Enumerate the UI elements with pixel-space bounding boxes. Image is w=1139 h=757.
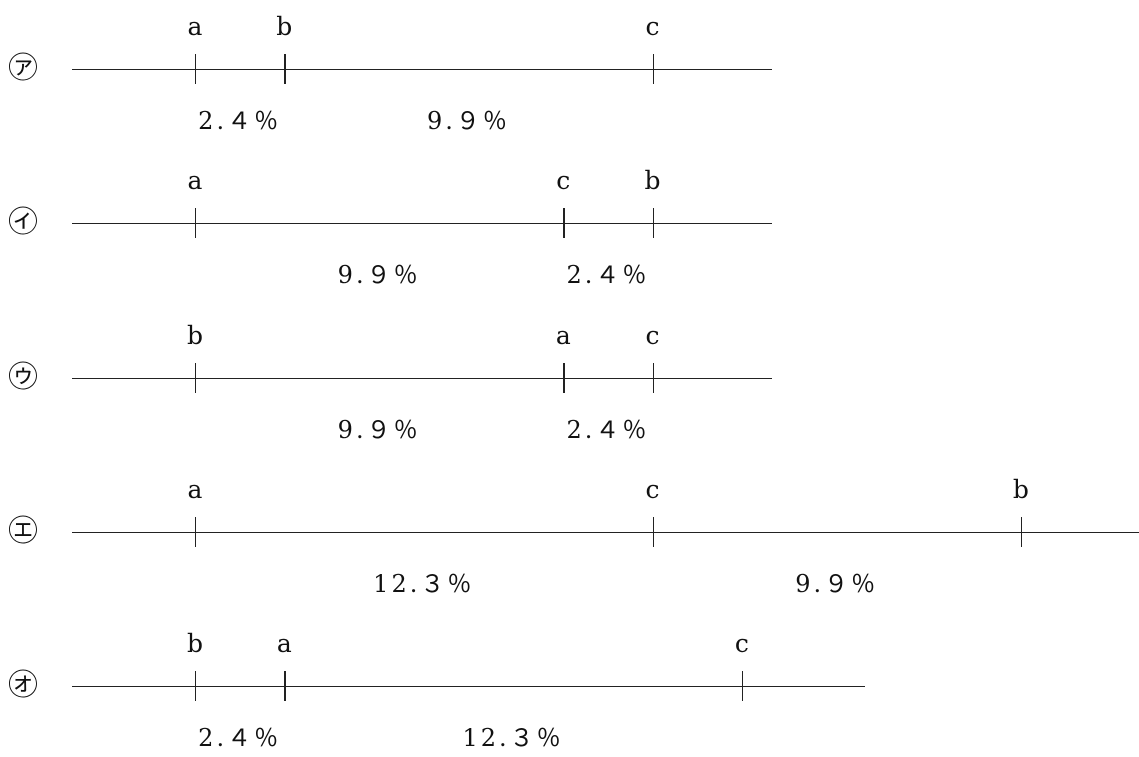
row-marker: ㋐ [8, 51, 38, 86]
segment-percentage: 9.９％ [337, 261, 421, 289]
segment-percentage: 12.３％ [462, 724, 564, 752]
point-label: a [187, 166, 203, 195]
point-label: b [1012, 475, 1029, 504]
segment-percentage: 12.３％ [373, 570, 475, 598]
point-label: c [645, 321, 660, 350]
tick-mark [195, 54, 197, 84]
point-label: c [556, 166, 571, 195]
number-line-row: ㋔ b a c 2.４％ 12.３％ [0, 617, 1139, 757]
tick-mark [1020, 517, 1023, 547]
row-marker: ㋔ [8, 668, 38, 703]
point-label: b [186, 321, 204, 350]
tick-mark [195, 517, 197, 547]
segment-percentage: 9.９％ [426, 107, 510, 135]
segment-percentage: 2.４％ [566, 416, 650, 444]
number-line-row: ㋑ a c b 9.９％ 2.４％ [0, 154, 1139, 294]
number-line [72, 69, 772, 71]
tick-mark [652, 208, 654, 238]
row-marker: ㋓ [8, 514, 38, 549]
tick-mark [195, 671, 197, 701]
tick-mark [652, 363, 654, 393]
number-line-row: ㋐ a b c 2.４％ 9.９％ [0, 0, 1139, 140]
point-label: a [276, 629, 292, 658]
tick-mark [652, 54, 654, 84]
segment-percentage: 2.４％ [566, 261, 650, 289]
tick-mark [195, 363, 197, 393]
point-label: a [187, 475, 203, 504]
point-label: c [734, 629, 749, 658]
number-line [72, 686, 865, 688]
segment-percentage: 9.９％ [337, 416, 421, 444]
point-label: c [645, 475, 660, 504]
segment-percentage: 9.９％ [795, 570, 879, 598]
number-line [72, 223, 772, 225]
point-label: b [644, 166, 661, 195]
segment-percentage: 2.４％ [198, 724, 282, 752]
number-line [72, 378, 772, 380]
tick-mark [284, 54, 286, 84]
point-label: a [187, 12, 203, 41]
tick-mark [741, 671, 744, 701]
number-line-row: ㋓ a c b 12.３％ 9.９％ [0, 463, 1139, 603]
point-label: b [276, 12, 293, 41]
tick-mark [652, 517, 654, 547]
segment-percentage: 2.４％ [198, 107, 282, 135]
tick-mark [284, 671, 286, 701]
number-line-row: ㋒ b a c 9.９％ 2.４％ [0, 309, 1139, 449]
row-marker: ㋑ [8, 205, 38, 240]
tick-mark [563, 363, 565, 393]
point-label: b [186, 629, 204, 658]
point-label: c [645, 12, 660, 41]
tick-mark [195, 208, 197, 238]
row-marker: ㋒ [8, 360, 38, 395]
tick-mark [563, 208, 565, 238]
number-line [72, 532, 1139, 534]
point-label: a [555, 321, 571, 350]
